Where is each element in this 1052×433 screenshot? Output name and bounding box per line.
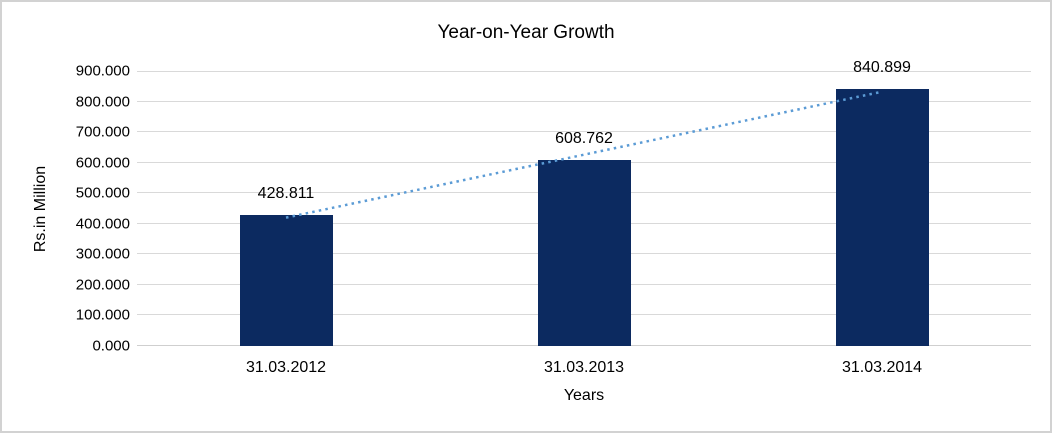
y-tick-label: 400.000 (75, 215, 130, 233)
x-tick-label: 31.03.2012 (245, 359, 327, 376)
bar (239, 214, 333, 346)
x-tick-label: 31.03.2014 (841, 359, 923, 376)
gridline (137, 131, 1031, 132)
y-tick-label: 0.000 (92, 337, 130, 355)
y-axis-title: Rs.in Million (32, 165, 49, 253)
y-tick-label: 800.000 (75, 93, 130, 111)
bar (835, 89, 929, 346)
y-tick-label: 500.000 (75, 184, 130, 202)
trendline (285, 90, 883, 219)
bar-value-label: 428.811 (257, 184, 315, 202)
y-tick-label: 600.000 (75, 154, 130, 172)
gridline (137, 101, 1031, 102)
plot-area: 0.000 100.000 200.000 300.000 400.000 500.000… (76, 59, 1031, 376)
bar (537, 159, 631, 346)
chart-title: Year-on-Year Growth (437, 22, 615, 43)
y-tick-label: 700.000 (75, 123, 130, 141)
bar-value-label: 608.762 (555, 129, 613, 147)
x-axis-title: Years (563, 387, 605, 404)
y-tick-label: 900.000 (75, 62, 130, 80)
bar-value-label: 840.899 (853, 59, 911, 77)
y-tick-label: 100.000 (75, 306, 130, 324)
gridline (137, 71, 1031, 72)
y-tick-label: 200.000 (75, 276, 130, 294)
y-tick-label: 300.000 (75, 245, 130, 263)
x-tick-label: 31.03.2013 (543, 359, 625, 376)
